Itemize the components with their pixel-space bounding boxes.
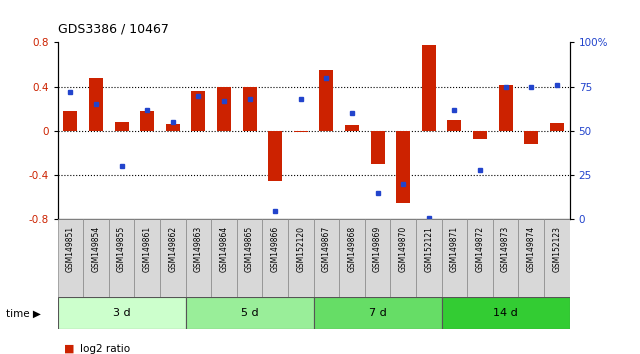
Text: GSM152120: GSM152120	[296, 226, 305, 272]
Text: GSM149851: GSM149851	[66, 226, 75, 272]
Text: GSM149866: GSM149866	[271, 226, 280, 272]
Bar	[371, 131, 385, 164]
Text: GSM149874: GSM149874	[527, 226, 536, 272]
Bar	[345, 125, 359, 131]
Bar	[365, 219, 390, 297]
Bar	[396, 131, 410, 203]
Text: GSM149855: GSM149855	[117, 226, 126, 272]
Text: GSM149867: GSM149867	[322, 226, 331, 272]
Bar	[160, 219, 186, 297]
Text: 5 d: 5 d	[241, 308, 259, 318]
Text: time ▶: time ▶	[6, 308, 41, 318]
Bar	[390, 219, 416, 297]
Bar	[262, 219, 288, 297]
Bar	[467, 219, 493, 297]
Bar	[83, 219, 109, 297]
Bar	[217, 87, 231, 131]
Bar	[473, 131, 487, 139]
Bar	[294, 131, 308, 132]
Bar	[288, 219, 314, 297]
Text: 14 d: 14 d	[493, 308, 518, 318]
Text: 3 d: 3 d	[113, 308, 131, 318]
Text: GSM149861: GSM149861	[143, 226, 152, 272]
Text: GSM149872: GSM149872	[476, 226, 484, 272]
Bar	[211, 219, 237, 297]
Bar	[524, 131, 538, 144]
Bar	[63, 111, 77, 131]
Bar	[416, 219, 442, 297]
Bar	[268, 131, 282, 181]
Bar	[115, 122, 129, 131]
Bar	[499, 85, 513, 131]
Text: GSM149871: GSM149871	[450, 226, 459, 272]
Text: GSM149863: GSM149863	[194, 226, 203, 272]
Text: ■: ■	[64, 344, 74, 354]
Bar	[493, 219, 518, 297]
Text: GSM149864: GSM149864	[220, 226, 228, 272]
Text: GDS3386 / 10467: GDS3386 / 10467	[58, 22, 168, 35]
Bar	[191, 91, 205, 131]
Bar	[422, 45, 436, 131]
Bar	[314, 297, 442, 329]
Bar	[544, 219, 570, 297]
Bar	[339, 219, 365, 297]
Bar	[89, 78, 103, 131]
Bar	[550, 123, 564, 131]
Text: GSM152123: GSM152123	[552, 226, 561, 272]
Bar	[442, 297, 570, 329]
Text: 7 d: 7 d	[369, 308, 387, 318]
Text: GSM149870: GSM149870	[399, 226, 408, 272]
Text: GSM149869: GSM149869	[373, 226, 382, 272]
Bar	[134, 219, 160, 297]
Text: log2 ratio: log2 ratio	[80, 344, 130, 354]
Bar	[518, 219, 544, 297]
Text: GSM149854: GSM149854	[92, 226, 100, 272]
Text: GSM149873: GSM149873	[501, 226, 510, 272]
Bar	[319, 70, 333, 131]
Bar	[237, 219, 262, 297]
Text: GSM149862: GSM149862	[168, 226, 177, 272]
Bar	[166, 124, 180, 131]
Bar	[447, 120, 461, 131]
Text: GSM152121: GSM152121	[424, 226, 433, 272]
Bar	[58, 219, 83, 297]
Bar	[58, 297, 186, 329]
Bar	[442, 219, 467, 297]
Bar	[243, 87, 257, 131]
Bar	[140, 111, 154, 131]
Bar	[314, 219, 339, 297]
Text: GSM149868: GSM149868	[348, 226, 356, 272]
Bar	[186, 219, 211, 297]
Bar	[186, 297, 314, 329]
Text: GSM149865: GSM149865	[245, 226, 254, 272]
Bar	[109, 219, 134, 297]
